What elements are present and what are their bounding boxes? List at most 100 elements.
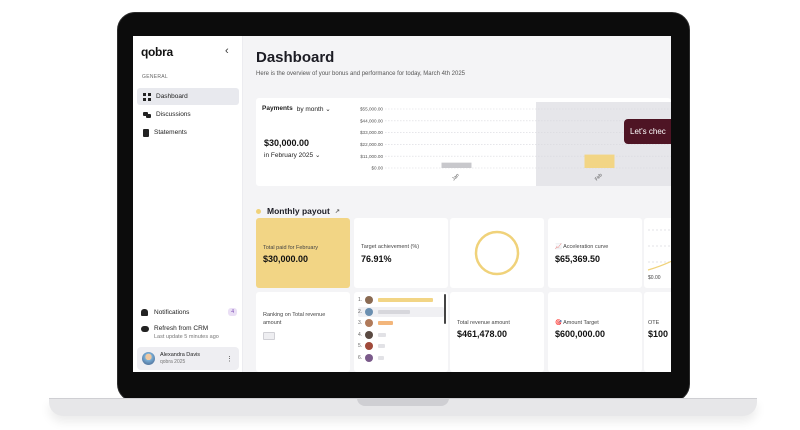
section-dot [256,208,261,214]
rank-bar [378,332,387,337]
tile-label: 📈 Acceleration curve [555,244,609,250]
notifications-count-badge: 4 [228,308,237,316]
user-card[interactable]: Alexandra Davis qobra 2025 ⋮ [137,347,239,370]
y-tick-label: $55,000.00 [360,107,383,112]
tile-label: Ranking on Total revenue amount [263,312,326,326]
bar-feb[interactable] [584,154,615,168]
rank-bar [378,355,384,360]
avatar [142,352,155,365]
rank-number: 3. [358,320,363,326]
cloud-refresh-icon [141,326,149,332]
sidebar-item-discussions[interactable]: Discussions [137,106,239,123]
total-paid-tile[interactable]: Total paid for February $30,000.00 [256,218,350,288]
sidebar-item-label: Statements [154,129,187,136]
x-tick-label: Feb [594,172,604,182]
bell-icon [141,308,148,316]
chat-icon [143,111,151,119]
mini-curve-tile: $0.00 [644,218,671,288]
mini-curve-chart [647,229,671,271]
tile-value: $65,369.50 [555,254,601,264]
rank-number: 2. [358,308,363,315]
target-icon: 🎯 [555,320,562,326]
acceleration-curve-tile[interactable]: 📈 Acceleration curve $65,369.50 [548,218,642,288]
ranking-row[interactable]: 1. [358,295,444,305]
ranking-tile[interactable]: Ranking on Total revenue amount [256,292,350,372]
y-tick-label: $44,000.00 [360,118,383,123]
ote-tile[interactable]: OTE $100 [644,292,671,372]
tile-label: OTE [648,320,660,326]
page-subtitle: Here is the overview of your bonus and p… [256,71,466,77]
sidebar-item-statements[interactable]: Statements [137,124,239,141]
user-org: qobra 2025 [160,359,186,365]
rank-number: 6. [358,354,363,361]
progress-ring-tile [450,218,544,288]
y-tick-label: $0.00 [372,166,384,171]
sidebar-item-label: Dashboard [156,93,188,100]
payments-header: Payments by month ⌄ [262,105,331,113]
payments-card: Payments by month ⌄ $30,000.00 in Februa… [256,98,671,186]
chevron-down-icon: ⌄ [325,106,331,113]
app-screen: qobra ‹ GENERAL Dashboard Discussions St… [133,36,671,372]
rank-bar [378,344,385,348]
rank-number: 1. [358,297,363,303]
avatar [365,319,373,327]
logo: qobra [141,45,173,59]
user-name: Alexandra Davis [160,352,201,358]
ranking-row[interactable]: 5. [358,341,444,351]
monthly-payout-header: Monthly payout ↗ [256,206,340,216]
avatar [365,353,373,362]
ranking-list-tile: 1. 2. 3. 4. 5. 6. [354,292,448,372]
chevron-down-icon: ⌄ [314,152,321,159]
refresh-last-update: Last update 5 minutes ago [154,334,219,340]
tile-value: $461,478.00 [457,329,508,339]
y-tick-label: $33,000.00 [360,130,383,135]
payments-bar-chart: $55,000.00 $44,000.00 $33,000.00 $22,000.00… [360,102,671,186]
ranking-row[interactable]: 3. [358,318,444,328]
mini-tick-label: $0.00 [648,275,661,281]
sidebar: qobra ‹ GENERAL Dashboard Discussions St… [133,36,243,372]
avatar [365,342,373,350]
document-icon [143,128,149,137]
total-revenue-tile[interactable]: Total revenue amount $461,478.00 [450,292,544,372]
tile-value: $100 [648,329,669,339]
ranking-row[interactable]: 2. [358,306,444,317]
external-link-icon[interactable]: ↗ [334,208,340,215]
tile-label: 🎯 Amount Target [555,320,599,326]
tile-label: Target achievement (%) [361,244,420,250]
progress-ring [474,230,520,276]
ranking-row[interactable]: 6. [358,353,444,363]
rank-bar [378,309,410,314]
refresh-crm-button[interactable]: Refresh from CRM Last update 5 minutes a… [141,325,219,340]
rank-number: 4. [358,331,363,338]
amount-target-tile[interactable]: 🎯 Amount Target $600,000.00 [548,292,642,372]
refresh-label: Refresh from CRM [154,325,209,332]
section-title: Monthly payout [267,206,330,216]
rank-bar [378,298,434,302]
notifications-label: Notifications [154,308,190,316]
notifications-item[interactable]: Notifications 4 [141,308,237,316]
page-title: Dashboard [256,49,335,66]
bar-jan[interactable] [441,162,472,168]
section-label: GENERAL [142,74,168,80]
tile-value: $600,000.00 [555,329,606,339]
tile-value: $30,000.00 [263,254,309,264]
collapse-sidebar-icon[interactable]: ‹ [225,45,229,57]
onboarding-tooltip[interactable]: Let's chec [624,119,671,144]
image-placeholder-icon [263,332,275,340]
payments-amount: $30,000.00 [264,138,310,148]
sidebar-item-dashboard[interactable]: Dashboard [137,88,239,105]
chart-icon: 📈 [555,244,562,250]
sidebar-item-label: Discussions [156,111,191,118]
target-achievement-tile[interactable]: Target achievement (%) 76.91% [354,218,448,288]
payments-period-select[interactable]: in February 2025 ⌄ [264,152,321,159]
more-options-icon[interactable]: ⋮ [226,355,233,363]
grid-icon [143,92,151,101]
rank-number: 5. [358,343,363,349]
ranking-row[interactable]: 4. [358,330,444,340]
period-selector[interactable]: by month ⌄ [296,106,331,113]
avatar [365,296,373,304]
laptop-notch [357,398,449,406]
avatar [365,330,373,339]
scrollbar[interactable] [444,294,446,324]
rank-bar [378,321,393,325]
